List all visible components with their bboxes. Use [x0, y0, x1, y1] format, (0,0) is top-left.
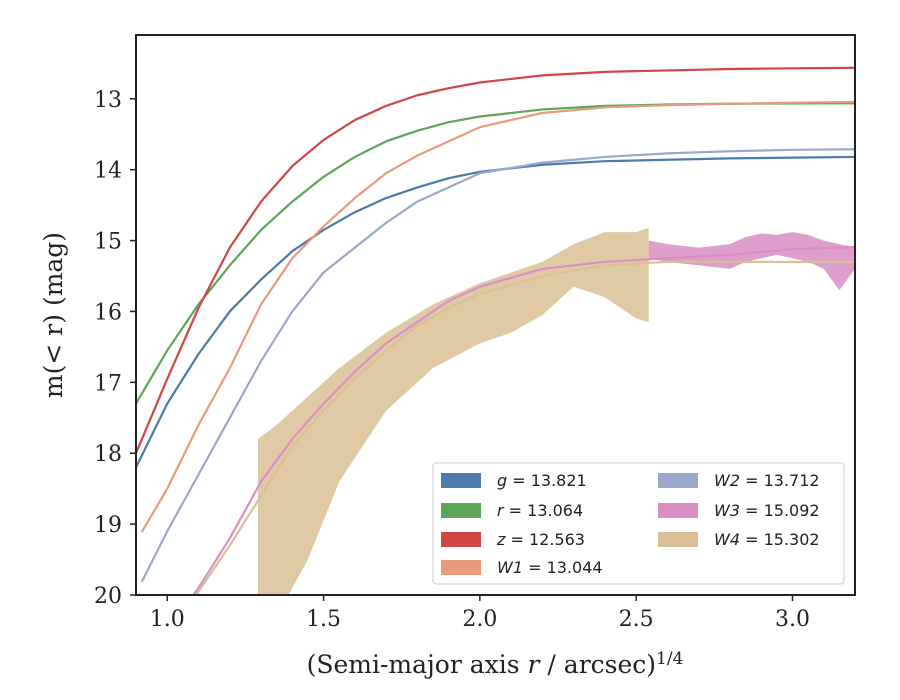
x-tick-label-1: 1.5	[306, 607, 341, 632]
legend-swatch-2	[441, 532, 481, 547]
y-tick-label-7: 20	[94, 584, 122, 609]
line-series-4	[141, 148, 855, 582]
legend-swatch-1	[441, 503, 481, 518]
y-tick-label-3: 16	[94, 300, 122, 325]
y-tick-label-5: 18	[94, 442, 122, 467]
band-series-5	[648, 232, 855, 291]
line-series-0	[136, 155, 855, 469]
legend-swatch-4	[658, 473, 698, 488]
line-series-6	[194, 260, 855, 595]
line-series-5	[191, 245, 855, 595]
line-series-3	[141, 100, 855, 533]
y-tick-label-4: 17	[94, 371, 122, 396]
x-tick-label-0: 1.0	[150, 607, 185, 632]
line-series-2	[136, 66, 855, 455]
legend-label-0: g = 13.821	[497, 471, 587, 490]
legend-swatch-6	[658, 532, 698, 547]
legend-label-3: W1 = 13.044	[497, 558, 603, 577]
y-axis-ticks: 13 14 15 16 17 18 19 20	[94, 88, 136, 609]
y-axis-title: m(< r) (mag)	[39, 232, 68, 398]
x-tick-label-3: 2.5	[619, 607, 654, 632]
legend-swatch-0	[441, 473, 481, 488]
legend-label-5: W3 = 15.092	[714, 501, 820, 520]
legend-label-1: r = 13.064	[497, 501, 583, 520]
legend-swatch-5	[658, 503, 698, 518]
legend: g = 13.821 r = 13.064 z = 12.563 W1 = 13.04…	[432, 462, 845, 585]
legend-swatch-3	[441, 560, 481, 575]
x-tick-label-2: 2.0	[462, 607, 497, 632]
legend-label-6: W4 = 15.302	[714, 530, 820, 549]
y-tick-label-2: 15	[94, 230, 122, 255]
legend-label-4: W2 = 13.712	[714, 471, 820, 490]
legend-label-2: z = 12.563	[496, 530, 585, 549]
legend-frame	[432, 462, 845, 585]
plot-frame	[135, 34, 856, 596]
series-lines	[136, 66, 855, 595]
y-tick-label-1: 14	[94, 159, 122, 184]
y-tick-label-0: 13	[94, 88, 122, 113]
x-tick-label-4: 3.0	[775, 607, 810, 632]
y-tick-label-6: 19	[94, 513, 122, 538]
x-axis-title: (Semi-major axis r / arcsec)1/4	[307, 649, 684, 679]
x-axis-ticks: 1.0 1.5 2.0 2.5 3.0	[150, 595, 810, 632]
